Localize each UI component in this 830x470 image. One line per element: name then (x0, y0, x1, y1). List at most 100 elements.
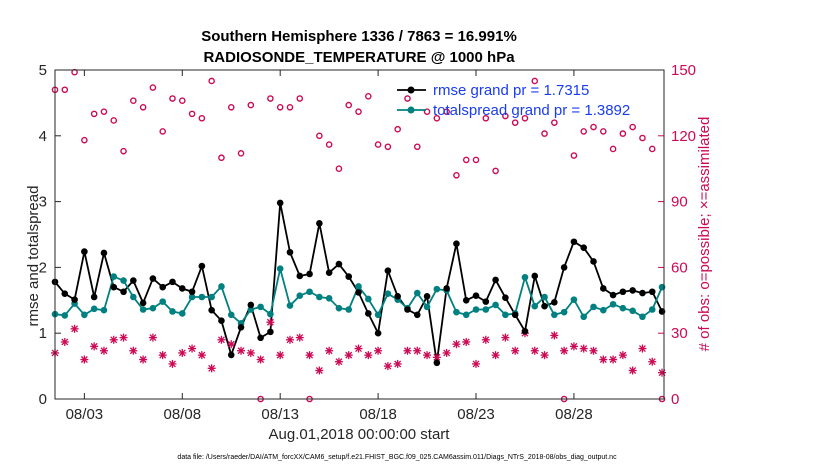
totalspread-point (208, 293, 215, 301)
possible-point (443, 108, 450, 115)
assimilated-point (638, 344, 647, 353)
totalspread-point (306, 288, 313, 296)
rmse-point (61, 290, 69, 298)
totalspread-point (257, 303, 264, 311)
possible-point (227, 103, 235, 111)
rmse-point (570, 238, 578, 246)
y-tick-label: 1 (39, 325, 47, 342)
possible-point (149, 84, 157, 91)
totalspread-point (365, 295, 372, 303)
possible-point (551, 119, 558, 126)
totalspread-point (100, 306, 108, 314)
rmse-point (139, 299, 147, 307)
possible-point (120, 147, 127, 155)
y-tick-label: 5 (39, 62, 47, 79)
possible-point (159, 128, 167, 135)
totalspread-point (61, 312, 69, 319)
totalspread-point (570, 296, 578, 303)
rmse-point (120, 288, 127, 296)
axis-ticks (55, 69, 664, 400)
possible-point (110, 117, 118, 124)
assimilated-point (374, 346, 383, 355)
assimilated-point (423, 351, 432, 360)
totalspread-point (169, 308, 176, 315)
rmse-point (590, 258, 597, 265)
assimilated-point (148, 333, 157, 342)
rmse-markers (51, 199, 666, 367)
possible-point (267, 95, 274, 102)
x-tick-label: 08/13 (261, 406, 299, 423)
possible-point (139, 103, 147, 111)
totalspread-point (286, 302, 294, 309)
possible-point (237, 150, 245, 157)
totalspread-point (433, 285, 441, 293)
totalspread-point (276, 265, 284, 273)
y2-tick-label: 0 (671, 391, 679, 408)
rmse-point (482, 298, 490, 305)
chart-subtitle: RADIOSONDE_TEMPERATURE @ 1000 hPa (203, 49, 515, 66)
rmse-point (648, 288, 656, 296)
assimilated-point (658, 368, 667, 377)
totalspread-point (218, 283, 225, 290)
assimilated-point (207, 364, 216, 373)
totalspread-point (590, 303, 597, 311)
assimilated-point (609, 355, 618, 364)
rmse-point (472, 292, 480, 299)
rmse-point (247, 301, 255, 309)
rmse-point (276, 199, 284, 207)
rmse-point (81, 248, 88, 255)
possible-point (433, 114, 441, 122)
possible-point (599, 128, 607, 135)
assimilated-point (540, 351, 549, 360)
assimilated-point (109, 335, 118, 344)
possible-point (423, 108, 431, 115)
rmse-point (100, 249, 108, 257)
assimilated-point (599, 355, 608, 364)
assimilated-point (227, 340, 236, 349)
rmse-point (355, 289, 362, 296)
rmse-point (335, 260, 343, 268)
possible-point (590, 123, 597, 131)
possible-point (169, 95, 176, 102)
x-axis-label: Aug.01,2018 00:00:00 start (269, 426, 451, 443)
totalspread-point (423, 303, 431, 311)
totalspread-point (335, 304, 343, 312)
possible-point (404, 95, 411, 102)
totalspread-point (502, 311, 509, 319)
totalspread-point (413, 289, 421, 297)
rmse-point (286, 248, 294, 256)
x-tick-label: 08/28 (555, 406, 593, 423)
assimilated-point (403, 346, 412, 355)
rmse-point (492, 276, 499, 284)
totalspread-point (188, 293, 196, 301)
assimilated-point (256, 355, 265, 364)
possible-point (453, 171, 460, 179)
totalspread-point (198, 293, 206, 301)
legend-rmse-marker (407, 86, 415, 94)
possible-point (345, 101, 353, 109)
rmse-point (551, 298, 558, 306)
totalspread-point (130, 293, 137, 301)
possible-point (374, 141, 382, 148)
possible-point (325, 141, 333, 148)
rmse-point (237, 323, 245, 331)
y2-tick-label: 30 (671, 325, 688, 342)
assimilated-point (334, 357, 343, 366)
legend-rmse-text: rmse grand pr = 1.7315 (433, 82, 589, 99)
y-tick-label: 0 (39, 391, 47, 408)
possible-point (472, 156, 480, 164)
possible-point (502, 112, 509, 120)
y2-tick-label: 150 (671, 62, 696, 79)
rmse-point (502, 294, 509, 301)
rmse-point (218, 317, 225, 324)
assimilated-point (315, 366, 324, 375)
totalspread-point (492, 301, 499, 309)
possible-point (276, 103, 284, 111)
assimilated-point (70, 324, 79, 333)
right-axis-tick-labels: 0 30 60 90 120 150 (671, 62, 696, 408)
possible-point (521, 114, 529, 122)
totalspread-point (541, 293, 548, 301)
totalspread-point (609, 300, 617, 308)
rmse-point (443, 285, 450, 292)
